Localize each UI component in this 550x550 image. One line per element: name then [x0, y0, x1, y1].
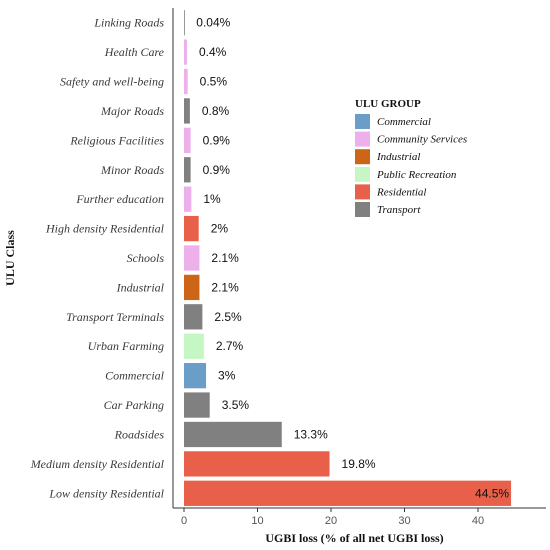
- value-label: 2%: [211, 222, 229, 236]
- legend-swatch: [355, 166, 370, 182]
- bar: [184, 245, 200, 271]
- value-label: 2.1%: [211, 251, 239, 265]
- value-label: 0.5%: [200, 75, 228, 89]
- bar: [184, 304, 203, 330]
- category-label: Industrial: [116, 280, 165, 294]
- bar: [184, 68, 188, 95]
- category-label: Schools: [127, 251, 165, 265]
- value-label: 19.8%: [342, 457, 376, 471]
- value-label: 2.1%: [211, 280, 239, 294]
- legend-label: Residential: [376, 186, 427, 198]
- x-tick-label: 30: [398, 515, 410, 527]
- value-label: 0.8%: [202, 104, 230, 118]
- bar: [184, 421, 282, 448]
- value-label: 44.5%: [475, 486, 509, 500]
- x-tick-label: 20: [325, 515, 337, 527]
- bar: [184, 215, 199, 242]
- bar: [184, 274, 200, 301]
- x-axis-title: UGBI loss (% of all net UGBI loss): [265, 531, 443, 545]
- legend-label: Transport: [377, 204, 421, 216]
- legend-swatch: [355, 149, 370, 165]
- bar: [184, 98, 190, 124]
- legend-label: Community Services: [377, 134, 467, 146]
- category-label: Religious Facilities: [69, 133, 164, 147]
- category-label: Safety and well-being: [60, 75, 164, 89]
- category-label: Major Roads: [100, 104, 164, 118]
- category-label: Low density Residential: [48, 486, 164, 500]
- bar: [184, 333, 204, 359]
- legend-title: ULU GROUP: [355, 98, 421, 110]
- value-label: 3%: [218, 369, 236, 383]
- value-label: 2.5%: [214, 310, 242, 324]
- value-label: 0.9%: [203, 163, 231, 177]
- legend-swatch: [355, 202, 370, 217]
- category-labels: Linking Roads Health Care Safety and well-…: [30, 16, 165, 501]
- legend-swatch: [355, 184, 370, 200]
- bars-layer: [184, 10, 512, 506]
- category-label: Further education: [75, 192, 164, 206]
- value-label: 3.5%: [222, 398, 250, 412]
- value-label: 13.3%: [294, 427, 328, 441]
- legend-label: Industrial: [376, 151, 420, 163]
- x-tick-label: 40: [472, 515, 484, 527]
- category-label: Transport Terminals: [66, 310, 164, 324]
- legend-label: Public Recreation: [376, 169, 457, 181]
- x-tick-label: 0: [181, 515, 187, 527]
- bar: [184, 127, 191, 153]
- bar: [184, 392, 210, 418]
- bar: [184, 39, 187, 65]
- x-tick-label: 10: [251, 515, 263, 527]
- category-label: Urban Farming: [88, 339, 164, 353]
- category-label: Car Parking: [104, 398, 164, 412]
- legend-swatch: [355, 131, 370, 147]
- category-label: Medium density Residential: [30, 457, 165, 471]
- y-axis-title: ULU Class: [3, 230, 17, 286]
- category-label: High density Residential: [45, 222, 165, 236]
- x-ticks: 0 10 20 30 40: [181, 508, 484, 527]
- bar: [184, 157, 191, 183]
- category-label: Minor Roads: [100, 163, 164, 177]
- bar: [184, 186, 192, 212]
- category-label: Health Care: [104, 45, 165, 59]
- axes-layer: [172, 8, 546, 509]
- value-label: 0.04%: [196, 16, 230, 30]
- legend: ULU GROUP Commercial Community Services In…: [355, 98, 467, 217]
- value-labels: 0.04% 0.4% 0.5% 0.8% 0.9% 0.9% 1% 2% 2.1% 2.1% 2.5…: [196, 16, 509, 501]
- value-label: 0.9%: [203, 133, 231, 147]
- bar: [184, 480, 512, 506]
- bar: [184, 363, 207, 389]
- legend-swatch: [355, 114, 370, 129]
- value-label: 1%: [203, 192, 221, 206]
- legend-label: Commercial: [377, 116, 431, 128]
- category-label: Linking Roads: [93, 16, 164, 30]
- value-label: 0.4%: [199, 45, 227, 59]
- value-label: 2.7%: [216, 339, 244, 353]
- category-label: Roadsides: [114, 427, 165, 441]
- bar: [184, 10, 185, 36]
- bar: [184, 451, 330, 477]
- category-label: Commercial: [105, 369, 165, 383]
